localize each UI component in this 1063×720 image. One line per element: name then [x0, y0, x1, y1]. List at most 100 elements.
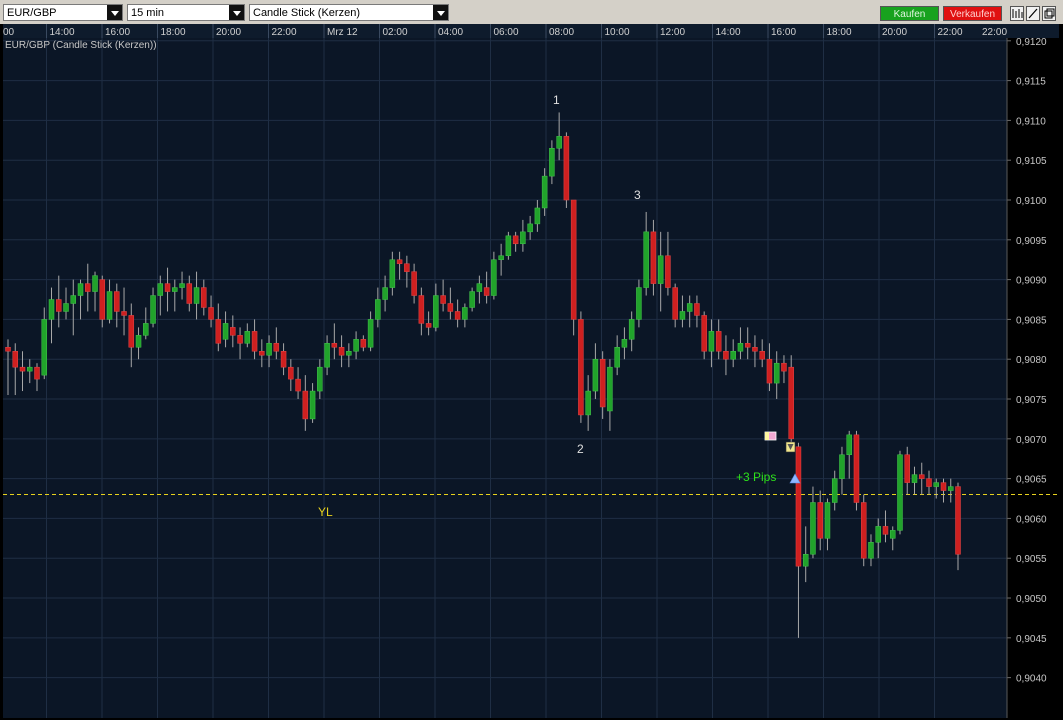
chart-area[interactable]: 00 14:00 16:00 18:00 20:00 22:00 Mrz 12 02:00 04…: [0, 24, 1063, 720]
y-tick-label: 0,9060: [1016, 514, 1047, 525]
candle-bullish: [382, 287, 388, 300]
candle-bearish: [918, 474, 925, 479]
candle-bullish: [679, 311, 686, 320]
candle-bearish: [817, 502, 823, 539]
candle-bullish: [549, 148, 555, 177]
candle-bearish: [904, 454, 910, 483]
chart-style-value: Candle Stick (Kerzen): [253, 7, 360, 19]
candle-bullish: [737, 343, 744, 352]
y-tick-label: 0,9115: [1016, 77, 1046, 88]
candle-bearish: [795, 446, 802, 567]
candle-bullish: [947, 486, 954, 491]
candle-bullish: [897, 454, 903, 531]
candle-bearish: [425, 323, 432, 328]
candle-bullish: [505, 235, 512, 256]
candle-bullish: [498, 255, 504, 260]
candle-bearish: [752, 347, 758, 352]
candle-bullish: [686, 303, 693, 312]
candle-bearish: [650, 231, 657, 284]
candlestick-chart[interactable]: 00 14:00 16:00 18:00 20:00 22:00 Mrz 12 02:00 04…: [0, 24, 1063, 720]
symbol-select[interactable]: EUR/GBP: [3, 4, 123, 21]
candle-bullish: [534, 207, 541, 225]
candle-bullish: [309, 390, 316, 420]
x-tick-label: 18:00: [827, 27, 852, 38]
window-icon[interactable]: [1042, 6, 1056, 21]
y-tick-label: 0,9110: [1016, 116, 1046, 127]
time-axis-bar: [3, 24, 1059, 38]
sell-button[interactable]: Verkaufen: [943, 6, 1002, 21]
chevron-down-icon[interactable]: [229, 5, 244, 20]
x-tick-label: 22:00: [938, 27, 963, 38]
candle-bearish: [570, 199, 577, 320]
y-tick-label: 0,9120: [1016, 37, 1047, 48]
draw-line-icon[interactable]: [1026, 6, 1040, 21]
candle-bullish: [643, 231, 649, 288]
candle-bullish: [773, 362, 780, 384]
candle-bullish: [911, 474, 918, 483]
candle-bullish: [462, 307, 468, 320]
y-tick-label: 0,9040: [1016, 674, 1047, 685]
candle-bullish: [556, 136, 562, 149]
buy-button[interactable]: Kaufen: [880, 6, 939, 21]
x-tick-label: 20:00: [216, 27, 241, 38]
candle-bullish: [802, 553, 809, 567]
candle-bearish: [85, 283, 91, 292]
chart-style-select[interactable]: Candle Stick (Kerzen): [249, 4, 449, 21]
candle-bullish: [77, 283, 84, 296]
x-tick-label: Mrz 12: [327, 27, 358, 38]
candle-bearish: [186, 283, 193, 304]
candle-bullish: [657, 255, 664, 284]
candle-bearish: [454, 311, 461, 320]
candle-bearish: [237, 335, 243, 344]
candle-bearish: [411, 271, 417, 296]
candle-bullish: [592, 358, 599, 392]
chart-title: EUR/GBP (Candle Stick (Kerzen)): [5, 40, 157, 51]
candle-bearish: [19, 366, 26, 372]
candle-bullish: [607, 366, 613, 412]
x-axis-labels: 00 14:00 16:00 18:00 20:00 22:00 Mrz 12 02:00 04…: [3, 24, 1007, 38]
candle-bearish: [404, 263, 410, 272]
candles-group: [5, 112, 961, 638]
candle-bearish: [251, 331, 258, 352]
y-tick-label: 0,9055: [1016, 554, 1047, 565]
y-tick-label: 0,9075: [1016, 395, 1047, 406]
candle-bullish: [839, 454, 845, 479]
candle-bearish: [34, 366, 40, 380]
x-tick-label: 02:00: [383, 27, 408, 38]
candle-bullish: [41, 319, 48, 376]
candle-bullish: [375, 299, 381, 320]
x-tick-label: 14:00: [716, 27, 741, 38]
chart-toolbar: EUR/GBP 15 min Candle Stick (Kerzen) Kau…: [0, 0, 1063, 24]
candle-bullish: [48, 299, 55, 320]
candle-bearish: [926, 478, 932, 487]
y-tick-label: 0,9105: [1016, 156, 1047, 167]
trade-marker-icon: [764, 431, 777, 441]
candle-bullish: [491, 259, 497, 296]
candle-bearish: [940, 482, 947, 491]
chevron-down-icon[interactable]: [107, 5, 122, 20]
chevron-down-icon[interactable]: [433, 5, 448, 20]
candle-bullish: [708, 331, 715, 352]
bars-icon[interactable]: [1010, 6, 1024, 21]
candle-bullish: [27, 366, 33, 372]
x-tick-label: 16:00: [105, 27, 130, 38]
y-tick-label: 0,9065: [1016, 475, 1047, 486]
candle-bearish: [396, 259, 403, 264]
x-tick-label: 06:00: [494, 27, 519, 38]
candle-bullish: [150, 295, 156, 324]
candle-bearish: [114, 291, 120, 312]
candle-bullish: [389, 259, 396, 288]
candle-bullish: [367, 319, 374, 348]
candle-bearish: [280, 351, 287, 368]
candle-bullish: [933, 482, 939, 487]
timeframe-select[interactable]: 15 min: [127, 4, 245, 21]
y-tick-label: 0,9070: [1016, 435, 1047, 446]
candle-bullish: [875, 526, 881, 543]
candle-bullish: [222, 323, 229, 340]
candle-bearish: [447, 303, 454, 312]
y-tick-label: 0,9045: [1016, 634, 1047, 645]
x-tick-label: 22:00: [982, 27, 1007, 38]
candle-bearish: [128, 315, 135, 348]
candle-bearish: [694, 303, 700, 316]
candle-bullish: [317, 366, 323, 392]
